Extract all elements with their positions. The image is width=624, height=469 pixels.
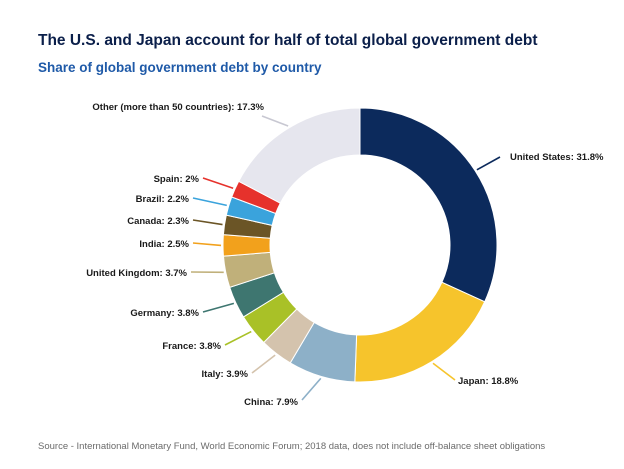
leader-canada [192,219,223,226]
leader-brazil [192,197,227,207]
source-note: Source - International Monetary Fund, Wo… [38,441,546,452]
chart-subtitle: Share of global government debt by count… [38,60,322,75]
leader-china [301,377,322,401]
label-india: India: 2.5% [139,239,189,250]
label-other-more-than-50-countries: Other (more than 50 countries): 17.3% [92,102,264,113]
label-brazil: Brazil: 2.2% [136,194,190,205]
label-united-states: United States: 31.8% [510,152,604,163]
label-spain: Spain: 2% [154,174,200,185]
label-italy: Italy: 3.9% [202,369,249,380]
leader-india [192,242,222,247]
leader-france [224,330,252,346]
slice-other-more-than-50-countries [238,107,361,204]
slice-united-states [359,107,498,303]
label-japan: Japan: 18.8% [458,376,519,387]
label-united-kingdom: United Kingdom: 3.7% [86,268,187,279]
label-china: China: 7.9% [244,397,298,408]
label-canada: Canada: 2.3% [127,216,189,227]
label-france: France: 3.8% [162,341,221,352]
leader-united-states [476,156,501,171]
leader-germany [202,302,235,313]
chart-title: The U.S. and Japan account for half of t… [38,32,538,49]
leader-other-more-than-50-countries [261,115,289,127]
leader-japan [432,362,456,381]
slice-japan [354,281,486,383]
leader-spain [202,177,234,189]
leader-italy [251,354,276,374]
label-germany: Germany: 3.8% [130,308,199,319]
